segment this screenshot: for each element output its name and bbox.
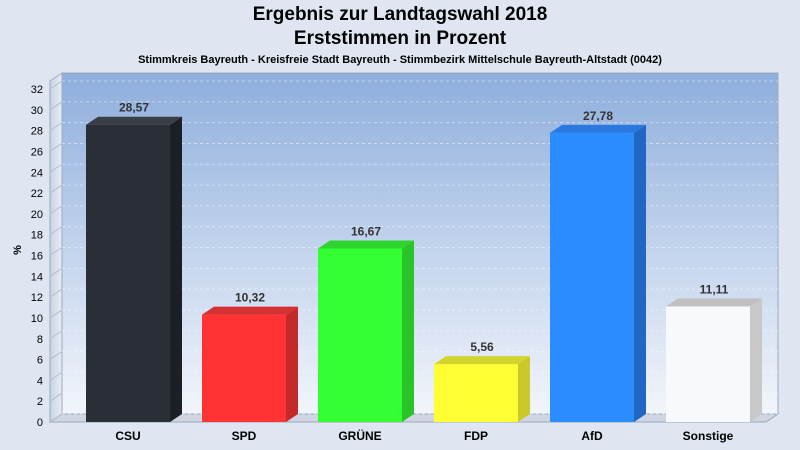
x-tick-label: FDP <box>464 429 488 443</box>
bar-sonstige: 11,11 <box>666 282 762 422</box>
data-label: 16,67 <box>351 225 381 239</box>
bar-top <box>202 306 298 315</box>
y-tick-label: 0 <box>37 417 43 429</box>
grid-line <box>49 392 63 402</box>
y-tick-label: 2 <box>37 396 43 408</box>
bar-fdp: 5,56 <box>434 340 530 422</box>
grid-lines <box>49 80 778 423</box>
grid-line <box>49 247 63 256</box>
bar-side <box>634 124 646 423</box>
y-tick-label: 14 <box>31 271 43 283</box>
y-tick-label: 18 <box>31 230 43 242</box>
data-label: 5,56 <box>470 340 494 354</box>
bar-afd: 27,78 <box>550 109 646 423</box>
plot-side-wall <box>49 72 63 423</box>
bar-side <box>286 306 298 422</box>
y-tick-label: 22 <box>31 188 43 200</box>
bar-top <box>86 116 182 125</box>
grid-line <box>49 101 63 111</box>
grid-line <box>49 143 63 152</box>
y-tick-label: 6 <box>37 355 43 367</box>
grid-line <box>49 413 63 423</box>
y-tick-label: 16 <box>31 251 43 263</box>
bars: 28,57 10,32 16,67 5,56 27,78 11,11 <box>86 101 762 423</box>
bar-front <box>434 364 518 422</box>
grid-line <box>49 205 63 215</box>
y-tick-label: 12 <box>31 292 43 304</box>
bar-side <box>170 116 182 423</box>
bar-grüne: 16,67 <box>318 225 414 422</box>
y-tick-label: 10 <box>31 313 43 325</box>
grid-line <box>49 163 63 173</box>
bar-front <box>86 124 170 423</box>
y-tick-label: 28 <box>31 126 43 138</box>
grid-line <box>49 371 63 381</box>
y-tick-label: 26 <box>31 146 43 158</box>
bar-front <box>666 306 750 422</box>
data-label: 28,57 <box>119 101 149 115</box>
bar-top <box>318 240 414 249</box>
x-tick-label: GRÜNE <box>338 428 381 443</box>
bar-csu: 28,57 <box>86 101 182 423</box>
data-label: 11,11 <box>700 282 729 296</box>
y-tick-label: 24 <box>31 167 43 179</box>
bar-front <box>202 314 286 422</box>
y-tick-label: 30 <box>31 105 43 117</box>
grid-line <box>49 80 63 90</box>
bar-top <box>434 356 530 365</box>
bar-front <box>550 132 634 422</box>
y-tick-label: 32 <box>31 84 43 96</box>
chart-caption: Stimmkreis Bayreuth - Kreisfreie Stadt B… <box>138 54 662 66</box>
y-axis-label: % <box>12 245 24 255</box>
y-tick-label: 20 <box>31 209 43 221</box>
bar-side <box>518 356 530 422</box>
grid-line <box>49 351 63 360</box>
grid-line <box>49 226 63 236</box>
data-label: 27,78 <box>583 109 613 123</box>
x-tick-label: CSU <box>115 429 140 443</box>
bar-top <box>666 298 762 307</box>
bar-top <box>550 124 646 133</box>
grid-line <box>49 288 63 298</box>
x-tick-label: Sonstige <box>683 429 734 443</box>
bar-side <box>750 298 762 422</box>
y-tick-label: 4 <box>37 375 43 387</box>
grid-line <box>49 309 63 319</box>
data-label: 10,32 <box>235 291 265 305</box>
x-tick-label: SPD <box>232 429 257 443</box>
bar-side <box>402 240 414 422</box>
chart-subtitle: Erststimmen in Prozent <box>293 28 507 49</box>
grid-line <box>49 267 63 277</box>
grid-line <box>49 330 63 340</box>
bar-spd: 10,32 <box>202 291 298 422</box>
grid-line <box>49 122 63 132</box>
chart-title: Ergebnis zur Landtagswahl 2018 <box>252 4 548 25</box>
bar-front <box>318 248 402 422</box>
grid-line <box>49 184 63 194</box>
x-tick-label: AfD <box>581 429 603 443</box>
x-axis-labels: CSU SPD GRÜNE FDP AfD Sonstige <box>115 428 733 443</box>
y-tick-label: 8 <box>37 334 43 346</box>
